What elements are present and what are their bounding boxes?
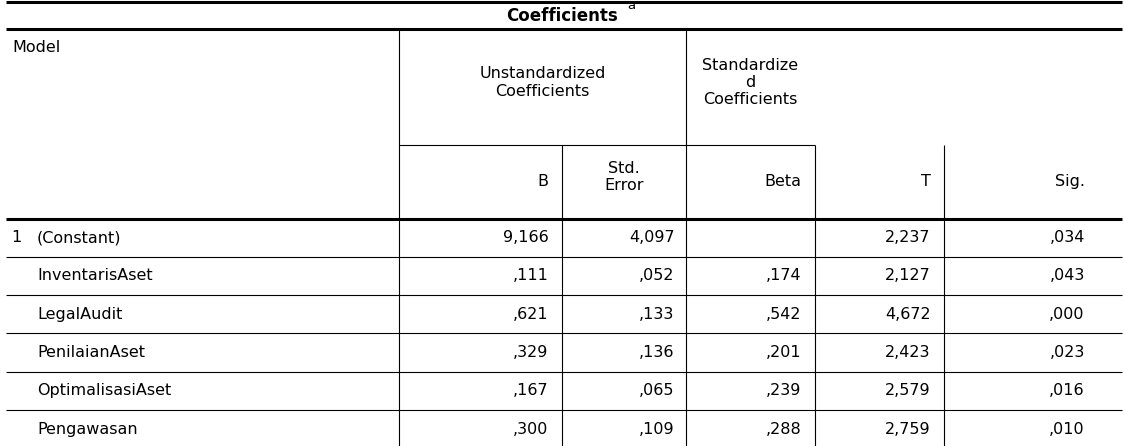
Text: Pengawasan: Pengawasan (37, 421, 138, 437)
Text: ,174: ,174 (765, 268, 801, 284)
Text: a: a (627, 0, 636, 12)
Text: ,239: ,239 (767, 383, 801, 398)
Text: 4,097: 4,097 (628, 230, 674, 245)
Text: ,010: ,010 (1049, 421, 1085, 437)
Text: ,034: ,034 (1050, 230, 1085, 245)
Text: Std.
Error: Std. Error (604, 161, 644, 194)
Text: ,542: ,542 (765, 307, 801, 322)
Text: Unstandardized
Coefficients: Unstandardized Coefficients (479, 66, 606, 99)
Text: ,621: ,621 (513, 307, 549, 322)
Text: ,065: ,065 (638, 383, 674, 398)
Text: ,043: ,043 (1050, 268, 1085, 284)
Text: ,109: ,109 (638, 421, 674, 437)
Text: (Constant): (Constant) (37, 230, 121, 245)
Text: Beta: Beta (764, 174, 801, 189)
Text: 2,237: 2,237 (886, 230, 931, 245)
Text: 2,759: 2,759 (885, 421, 931, 437)
Text: Model: Model (12, 40, 61, 55)
Text: 2,579: 2,579 (885, 383, 931, 398)
Text: ,111: ,111 (513, 268, 549, 284)
Text: 4,672: 4,672 (885, 307, 931, 322)
Text: 2,127: 2,127 (885, 268, 931, 284)
Text: InventarisAset: InventarisAset (37, 268, 153, 284)
Text: ,201: ,201 (765, 345, 801, 360)
Text: ,300: ,300 (514, 421, 549, 437)
Text: OptimalisasiAset: OptimalisasiAset (37, 383, 171, 398)
Text: ,133: ,133 (640, 307, 674, 322)
Text: ,000: ,000 (1049, 307, 1085, 322)
Text: PenilaianAset: PenilaianAset (37, 345, 145, 360)
Text: B: B (537, 174, 549, 189)
Text: ,288: ,288 (765, 421, 801, 437)
Text: ,023: ,023 (1050, 345, 1085, 360)
Text: 2,423: 2,423 (886, 345, 931, 360)
Text: 1: 1 (11, 230, 21, 245)
Text: ,052: ,052 (638, 268, 674, 284)
Text: Coefficients: Coefficients (506, 7, 618, 25)
Text: T: T (921, 174, 931, 189)
Text: Standardize
d
Coefficients: Standardize d Coefficients (702, 58, 798, 107)
Text: ,329: ,329 (514, 345, 549, 360)
Text: LegalAudit: LegalAudit (37, 307, 123, 322)
Text: Sig.: Sig. (1054, 174, 1085, 189)
Text: ,167: ,167 (513, 383, 549, 398)
Text: ,136: ,136 (638, 345, 674, 360)
Text: 9,166: 9,166 (502, 230, 549, 245)
Text: ,016: ,016 (1049, 383, 1085, 398)
